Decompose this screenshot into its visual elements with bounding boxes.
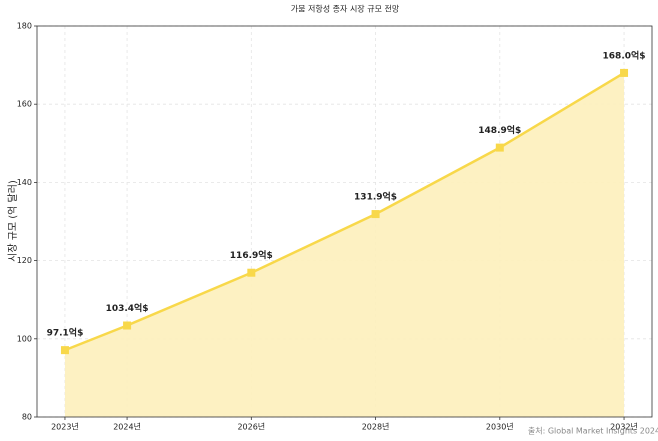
value-label: 168.0억$	[603, 49, 646, 61]
x-tick-label: 2023년	[51, 422, 79, 432]
marker	[620, 68, 629, 77]
plot-frame	[36, 25, 653, 418]
marker	[123, 321, 132, 330]
y-tick-label: 80	[22, 413, 32, 422]
source-note: 출처: Global Market Insights 2024	[528, 426, 658, 436]
chart-title: 가뭄 저항성 종자 시장 규모 전망	[291, 4, 400, 14]
marker	[60, 346, 69, 355]
y-axis-label: 시장 규모 (억 달러)	[7, 180, 19, 262]
x-tick-label: 2028년	[362, 422, 390, 432]
y-tick-label: 180	[17, 22, 32, 31]
value-label: 148.9억$	[478, 124, 521, 136]
y-tick-label: 100	[17, 334, 32, 343]
x-tick-label: 2026년	[237, 422, 265, 432]
x-tick-label: 2024년	[113, 422, 141, 432]
marker	[495, 143, 504, 152]
value-label: 97.1억$	[47, 327, 84, 339]
marker	[247, 268, 256, 277]
value-label: 103.4억$	[106, 302, 149, 314]
x-tick-label: 2032년	[610, 422, 638, 432]
x-tick-label: 2030년	[486, 422, 514, 432]
value-label: 116.9억$	[230, 249, 273, 261]
line	[64, 71, 625, 352]
area	[64, 72, 625, 418]
y-tick-label: 120	[17, 256, 32, 265]
marker	[371, 210, 380, 219]
value-label: 131.9억$	[354, 191, 397, 203]
y-tick-label: 140	[17, 178, 32, 187]
y-tick-label: 160	[17, 100, 32, 109]
